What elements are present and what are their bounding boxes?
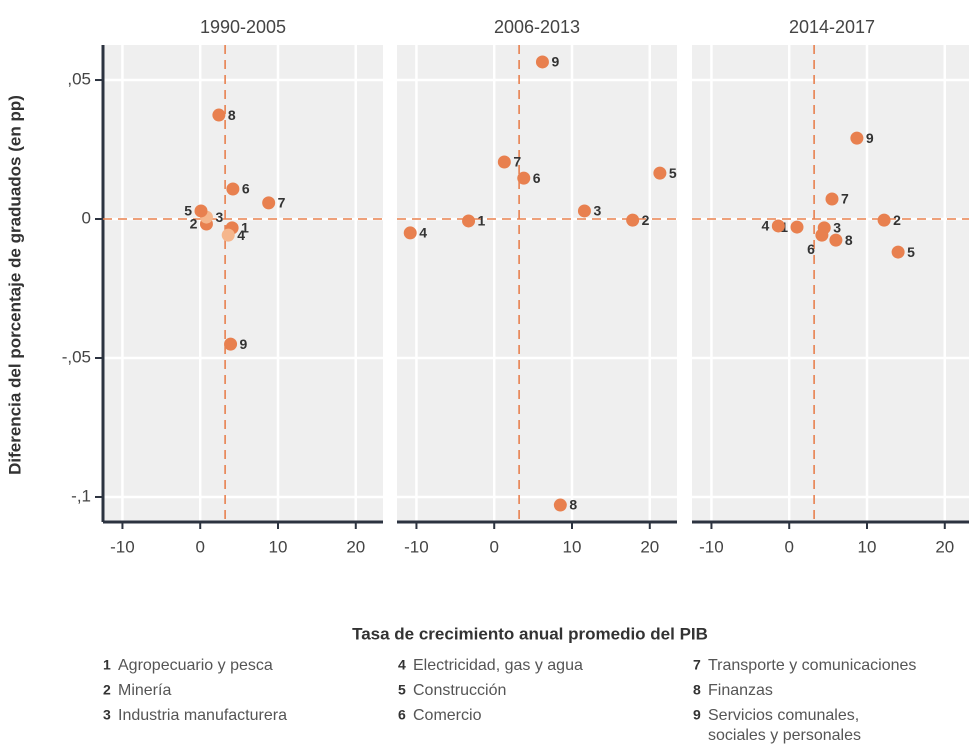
point-label: 2 (190, 216, 198, 232)
y-tick-label: -,05 (62, 347, 91, 366)
point (815, 228, 829, 242)
point-label: 4 (419, 225, 427, 241)
point-label: 7 (841, 191, 849, 207)
point (825, 192, 839, 206)
legend-label: sociales y personales (708, 727, 861, 744)
point-label: 7 (513, 154, 521, 170)
legend-label: Finanzas (708, 682, 773, 699)
x-axis-label: Tasa de crecimiento anual promedio del P… (352, 624, 708, 643)
point (877, 213, 891, 227)
point (891, 245, 905, 259)
legend-number: 4 (398, 657, 406, 673)
x-tick-label: 0 (784, 537, 793, 556)
point-label: 4 (237, 227, 245, 243)
point (212, 108, 226, 122)
point-label: 6 (533, 170, 541, 186)
point-label: 8 (569, 497, 577, 513)
point-label: 5 (669, 165, 677, 181)
point (403, 226, 417, 240)
legend-label: Servicios comunales, (708, 707, 859, 724)
point (517, 171, 531, 185)
x-tick-label: 10 (858, 537, 877, 556)
legend-label: Construcción (413, 682, 506, 699)
point-label: 9 (866, 130, 874, 146)
point-label: 6 (807, 241, 815, 257)
legend-number: 6 (398, 707, 406, 723)
point-label: 3 (593, 203, 601, 219)
point (553, 498, 567, 512)
point-label: 3 (833, 220, 841, 236)
point-label: 6 (242, 181, 250, 197)
x-tick-label: 10 (563, 537, 582, 556)
point (462, 214, 476, 228)
legend-number: 9 (693, 707, 701, 723)
legend-number: 1 (103, 657, 111, 673)
legend-label: Transporte y comunicaciones (708, 657, 916, 674)
point (653, 166, 667, 180)
point (626, 213, 640, 227)
panel-title: 2014-2017 (789, 17, 875, 37)
legend-label: Electricidad, gas y agua (413, 657, 583, 674)
point-label: 1 (478, 213, 486, 229)
x-tick-label: 0 (489, 537, 498, 556)
point-label: 3 (215, 209, 223, 225)
plot-background (103, 45, 383, 522)
x-tick-label: -10 (699, 537, 724, 556)
x-tick-label: -10 (404, 537, 429, 556)
legend-label: Minería (118, 682, 171, 699)
plot-background (692, 45, 969, 522)
point-label: 2 (893, 212, 901, 228)
x-tick-label: 20 (640, 537, 659, 556)
x-tick-label: 0 (195, 537, 204, 556)
point (829, 233, 843, 247)
x-tick-label: 10 (269, 537, 288, 556)
y-tick-label: -,1 (71, 486, 91, 505)
point-label: 9 (240, 336, 248, 352)
legend-number: 2 (103, 682, 111, 698)
point (226, 182, 240, 196)
point (771, 219, 785, 233)
x-tick-label: 20 (346, 537, 365, 556)
point (224, 337, 238, 351)
panel-title: 1990-2005 (200, 17, 286, 37)
legend-label: Comercio (413, 707, 482, 724)
legend-number: 8 (693, 682, 701, 698)
point-label: 5 (184, 203, 192, 219)
plot-background (397, 45, 677, 522)
point (194, 204, 208, 218)
y-axis-label: Diferencia del porcentaje de graduados (… (5, 95, 24, 475)
point (497, 155, 511, 169)
legend-number: 3 (103, 707, 111, 723)
point (221, 228, 235, 242)
legend-label: Agropecuario y pesca (118, 657, 273, 674)
point-label: 8 (845, 232, 853, 248)
y-tick-label: 0 (82, 208, 91, 227)
panel-title: 2006-2013 (494, 17, 580, 37)
point (790, 220, 804, 234)
point (577, 204, 591, 218)
point (262, 196, 276, 210)
point-label: 8 (228, 107, 236, 123)
legend-number: 5 (398, 682, 406, 698)
legend-number: 7 (693, 657, 701, 673)
point (535, 55, 549, 69)
point-label: 9 (551, 54, 559, 70)
point-label: 2 (642, 212, 650, 228)
legend-label: Industria manufacturera (118, 707, 287, 724)
point-label: 7 (278, 195, 286, 211)
x-tick-label: -10 (110, 537, 135, 556)
point-label: 1 (241, 220, 249, 236)
x-tick-label: 20 (935, 537, 954, 556)
point-label: 4 (762, 218, 770, 234)
point-label: 5 (907, 244, 915, 260)
point (850, 131, 864, 145)
y-tick-label: ,05 (67, 70, 91, 89)
